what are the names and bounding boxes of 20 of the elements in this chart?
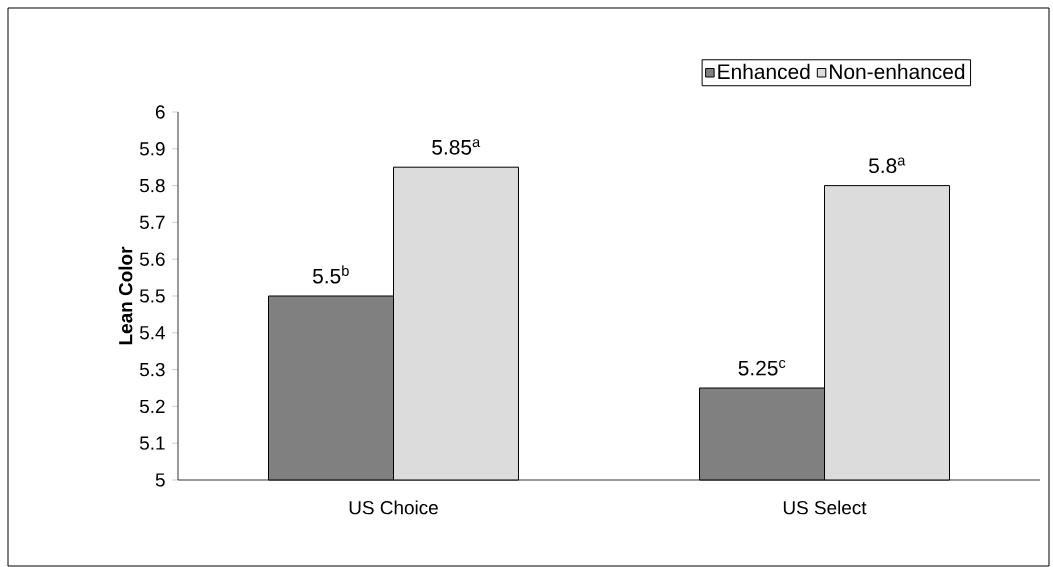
y-axis-title: Lean Color bbox=[118, 246, 133, 345]
y-tick-label: 5.5 bbox=[139, 289, 165, 303]
legend-label: Non-enhanced bbox=[830, 63, 965, 80]
y-tick-label: 5.4 bbox=[139, 326, 165, 340]
y-tick-label: 5.7 bbox=[139, 215, 165, 229]
data-label: 5.5$^{b}$ bbox=[312, 265, 349, 284]
x-tick-label: US Choice bbox=[349, 500, 438, 515]
y-tick-label: 6 bbox=[155, 105, 165, 119]
data-label: 5.25$^{c}$ bbox=[738, 359, 786, 376]
y-tick-label: 5.2 bbox=[139, 399, 165, 414]
x-tick-label: US Select bbox=[783, 500, 867, 515]
y-tick-label: 5.6 bbox=[139, 252, 165, 266]
legend-label: Enhanced bbox=[718, 63, 810, 80]
y-tick-label: 5 bbox=[155, 473, 165, 487]
data-label: 5.8$^{a}$ bbox=[868, 157, 906, 174]
y-tick-label: 5.3 bbox=[139, 362, 165, 377]
y-tick-label: 5.9 bbox=[139, 142, 165, 156]
y-tick-label: 5.1 bbox=[139, 436, 165, 450]
data-label: 5.85$^{a}$ bbox=[432, 139, 481, 155]
y-tick-label: 5.8 bbox=[139, 178, 165, 193]
